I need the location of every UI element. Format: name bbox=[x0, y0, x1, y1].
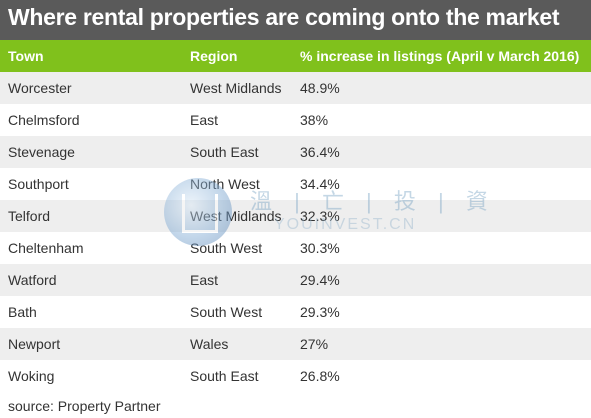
chart-title: Where rental properties are coming onto … bbox=[8, 4, 560, 30]
increase-cell: 30.3% bbox=[300, 232, 591, 264]
table-row: Worcester West Midlands 48.9% bbox=[0, 72, 591, 104]
title-bar: Where rental properties are coming onto … bbox=[0, 0, 591, 40]
town-cell: Stevenage bbox=[0, 136, 190, 168]
table-row: Woking South East 26.8% bbox=[0, 360, 591, 392]
column-header-increase: % increase in listings (April v March 20… bbox=[300, 40, 591, 72]
header-row: Town Region % increase in listings (Apri… bbox=[0, 40, 591, 72]
column-header-town: Town bbox=[0, 40, 190, 72]
region-cell: South West bbox=[190, 232, 300, 264]
table-row: Stevenage South East 36.4% bbox=[0, 136, 591, 168]
increase-cell: 29.4% bbox=[300, 264, 591, 296]
increase-cell: 27% bbox=[300, 328, 591, 360]
table-row: Newport Wales 27% bbox=[0, 328, 591, 360]
column-header-region: Region bbox=[190, 40, 300, 72]
town-cell: Southport bbox=[0, 168, 190, 200]
town-cell: Woking bbox=[0, 360, 190, 392]
increase-cell: 36.4% bbox=[300, 136, 591, 168]
increase-cell: 48.9% bbox=[300, 72, 591, 104]
region-cell: East bbox=[190, 104, 300, 136]
increase-cell: 29.3% bbox=[300, 296, 591, 328]
increase-cell: 38% bbox=[300, 104, 591, 136]
region-cell: South West bbox=[190, 296, 300, 328]
town-cell: Watford bbox=[0, 264, 190, 296]
increase-cell: 26.8% bbox=[300, 360, 591, 392]
data-table: Town Region % increase in listings (Apri… bbox=[0, 40, 591, 392]
region-cell: South East bbox=[190, 360, 300, 392]
region-cell: West Midlands bbox=[190, 72, 300, 104]
region-cell: Wales bbox=[190, 328, 300, 360]
table-row: Watford East 29.4% bbox=[0, 264, 591, 296]
table-row: Telford West Midlands 32.3% bbox=[0, 200, 591, 232]
table-row: Chelmsford East 38% bbox=[0, 104, 591, 136]
town-cell: Worcester bbox=[0, 72, 190, 104]
region-cell: South East bbox=[190, 136, 300, 168]
table-row: Cheltenham South West 30.3% bbox=[0, 232, 591, 264]
town-cell: Chelmsford bbox=[0, 104, 190, 136]
town-cell: Telford bbox=[0, 200, 190, 232]
region-cell: East bbox=[190, 264, 300, 296]
table-row: Bath South West 29.3% bbox=[0, 296, 591, 328]
town-cell: Bath bbox=[0, 296, 190, 328]
town-cell: Cheltenham bbox=[0, 232, 190, 264]
town-cell: Newport bbox=[0, 328, 190, 360]
increase-cell: 34.4% bbox=[300, 168, 591, 200]
table-row: Southport North West 34.4% bbox=[0, 168, 591, 200]
region-cell: West Midlands bbox=[190, 200, 300, 232]
region-cell: North West bbox=[190, 168, 300, 200]
increase-cell: 32.3% bbox=[300, 200, 591, 232]
source-note: source: Property Partner bbox=[8, 398, 161, 414]
